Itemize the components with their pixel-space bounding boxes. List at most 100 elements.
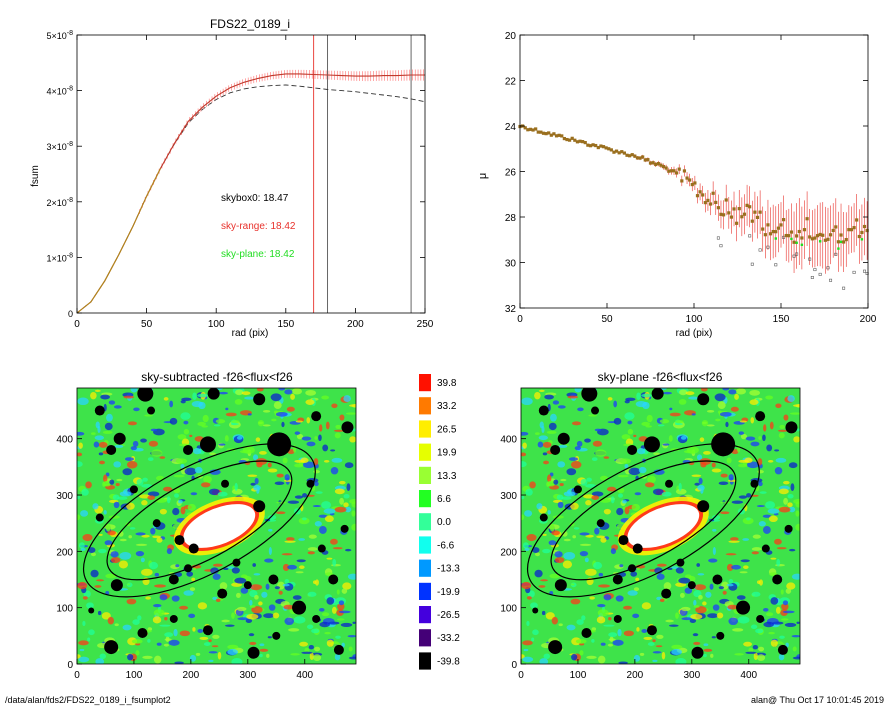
mu-point xyxy=(779,223,783,227)
mu-point xyxy=(693,181,697,185)
noise-blob xyxy=(249,599,253,606)
noise-blob xyxy=(532,629,539,636)
noise-blob xyxy=(727,604,738,610)
colorbar-swatch xyxy=(419,420,431,438)
noise-blob xyxy=(252,563,257,567)
noise-blob xyxy=(750,441,760,447)
mu-point xyxy=(646,158,650,162)
noise-blob xyxy=(742,517,754,525)
mu-point xyxy=(557,133,561,137)
noise-blob xyxy=(692,633,699,637)
masked-star xyxy=(137,388,154,402)
mu-point xyxy=(823,238,827,242)
noise-blob xyxy=(531,637,535,642)
image-ytick-label: 300 xyxy=(500,491,517,502)
noise-blob xyxy=(132,619,140,625)
noise-blob xyxy=(778,653,785,661)
mu-point-alt xyxy=(719,244,723,248)
noise-blob xyxy=(244,396,255,400)
noise-blob xyxy=(547,510,551,515)
noise-blob xyxy=(162,486,173,492)
noise-blob xyxy=(554,551,563,558)
noise-blob xyxy=(141,534,150,538)
noise-blob xyxy=(237,617,249,621)
noise-blob xyxy=(164,632,174,638)
colorbar-swatch xyxy=(419,629,431,647)
image-ytick-label: 200 xyxy=(56,547,73,558)
masked-star xyxy=(169,614,178,623)
noise-blob xyxy=(593,561,603,570)
noise-blob xyxy=(153,609,165,617)
masked-star xyxy=(676,558,685,567)
noise-blob xyxy=(80,510,89,517)
noise-blob xyxy=(301,651,313,654)
noise-blob xyxy=(667,567,673,571)
mu-point xyxy=(795,234,799,238)
noise-blob xyxy=(197,393,209,398)
noise-blob xyxy=(107,616,115,625)
image-ytick-label: 400 xyxy=(500,435,517,446)
noise-blob xyxy=(78,640,89,646)
mu-point xyxy=(714,200,718,205)
noise-blob xyxy=(198,401,206,410)
noise-blob xyxy=(147,638,151,643)
noise-blob xyxy=(617,487,625,494)
noise-blob xyxy=(641,602,652,610)
noise-blob xyxy=(87,637,91,642)
noise-blob xyxy=(647,642,655,646)
mu-point-alt xyxy=(766,245,770,249)
noise-blob xyxy=(281,553,293,556)
noise-blob xyxy=(98,441,108,448)
noise-blob xyxy=(700,462,707,468)
noise-blob xyxy=(309,652,314,661)
noise-blob xyxy=(575,639,587,644)
noise-blob xyxy=(328,621,340,625)
noise-blob xyxy=(762,514,772,518)
noise-blob xyxy=(779,424,785,429)
image-content xyxy=(521,388,800,664)
noise-blob xyxy=(624,506,630,515)
noise-blob xyxy=(91,432,96,435)
noise-blob xyxy=(784,622,797,627)
mu-point-alt xyxy=(852,270,856,274)
masked-star xyxy=(539,513,548,522)
mu-point xyxy=(604,146,608,150)
noise-blob xyxy=(694,482,700,486)
noise-blob xyxy=(577,407,584,412)
mu-point xyxy=(549,133,553,137)
noise-blob xyxy=(284,617,295,626)
mu-point-green xyxy=(795,241,798,244)
noise-blob xyxy=(757,458,763,466)
noise-blob xyxy=(127,421,137,426)
noise-blob xyxy=(119,538,127,542)
noise-blob xyxy=(765,501,776,509)
noise-blob xyxy=(597,609,609,617)
noise-blob xyxy=(600,537,607,543)
noise-blob xyxy=(159,594,168,601)
noise-blob xyxy=(221,619,230,623)
noise-blob xyxy=(613,417,622,425)
noise-blob xyxy=(96,579,105,582)
noise-blob xyxy=(308,644,315,650)
noise-blob xyxy=(298,538,306,541)
noise-blob xyxy=(319,424,323,432)
image-xtick-label: 300 xyxy=(683,670,700,681)
noise-blob xyxy=(596,535,605,539)
noise-blob xyxy=(570,502,579,510)
mu-point xyxy=(633,154,637,158)
mu-point xyxy=(607,147,611,151)
noise-blob xyxy=(110,551,119,558)
noise-blob xyxy=(197,629,204,633)
noise-blob xyxy=(530,602,538,609)
noise-blob xyxy=(659,419,670,424)
sky-plane-image-panel: sky-plane -f26<flux<f26 0 100 200 300 400 0 10… xyxy=(500,370,801,681)
noise-blob xyxy=(538,435,549,441)
mu-point xyxy=(729,215,734,219)
noise-blob xyxy=(751,551,759,555)
noise-blob xyxy=(526,596,532,600)
noise-blob xyxy=(301,436,312,441)
noise-blob xyxy=(108,400,116,405)
noise-blob xyxy=(770,639,778,647)
noise-blob xyxy=(522,442,527,449)
noise-blob xyxy=(272,612,280,619)
